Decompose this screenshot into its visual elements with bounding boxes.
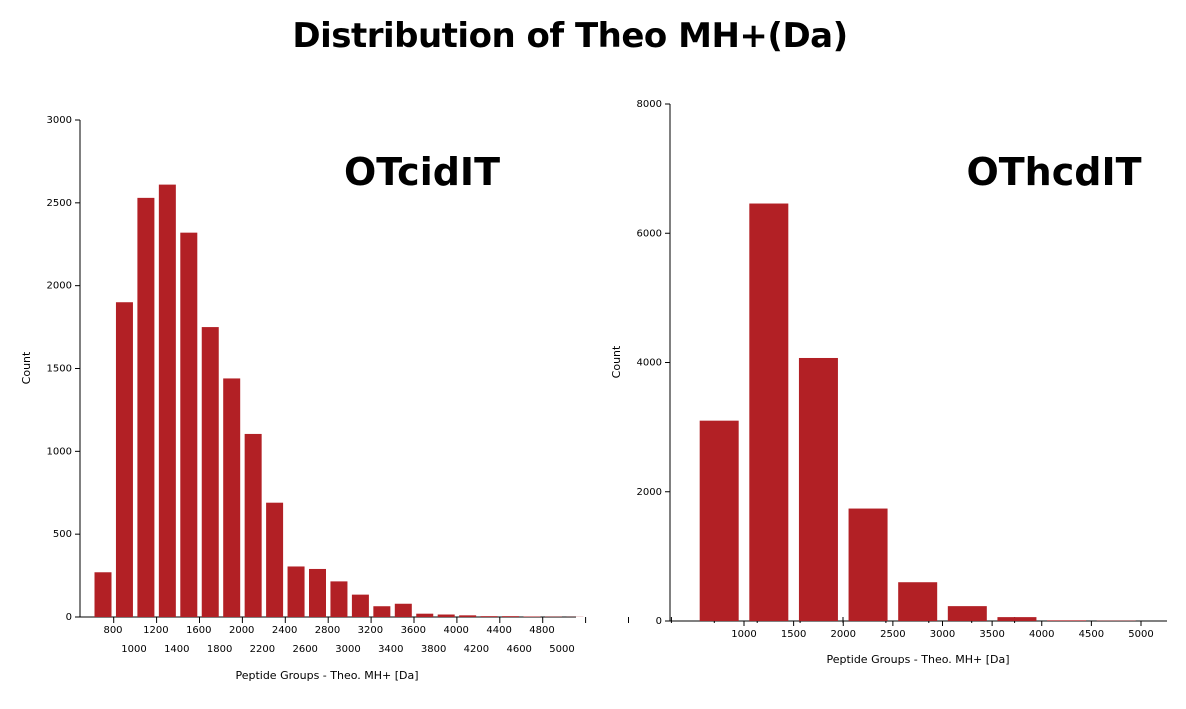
left-x-tick-label-lower: 5000: [549, 644, 574, 655]
right-y-tick-label: 8000: [637, 99, 662, 110]
left-bar: [223, 378, 241, 617]
left-x-tick-label-upper: 3600: [401, 625, 426, 636]
left-bar: [459, 615, 477, 617]
left-bar: [158, 184, 176, 618]
right-y-tick-label: 4000: [637, 358, 662, 369]
right-bar: [947, 606, 987, 621]
left-x-axis-title: Peptide Groups - Theo. MH+ [Da]: [235, 669, 418, 682]
right-x-tick-label: 3000: [930, 629, 955, 640]
right-x-tick-label: 1500: [781, 629, 806, 640]
left-x-tick-label-lower: 4200: [464, 644, 489, 655]
left-bar: [94, 572, 112, 617]
left-x-tick-label-upper: 4000: [443, 625, 468, 636]
left-x-tick-label-lower: 1000: [121, 644, 146, 655]
left-x-tick-label-upper: 4800: [529, 625, 554, 636]
left-bar: [180, 232, 198, 618]
left-bar: [266, 502, 284, 617]
left-x-tick-label-lower: 4600: [506, 644, 531, 655]
left-x-tick-label-upper: 4400: [486, 625, 511, 636]
left-panel-label: OTcidIT: [344, 150, 500, 194]
right-bar: [749, 203, 789, 621]
left-y-tick-label: 3000: [47, 115, 72, 126]
left-bar: [437, 614, 455, 617]
left-bar: [416, 613, 434, 617]
chart-title: Distribution of Theo MH+(Da): [292, 16, 848, 56]
right-x-axis-title: Peptide Groups - Theo. MH+ [Da]: [826, 653, 1009, 666]
left-x-tick-label-upper: 1200: [143, 625, 168, 636]
left-bar: [351, 594, 369, 617]
left-x-tick-label-lower: 3400: [378, 644, 403, 655]
left-x-tick-label-upper: 2400: [272, 625, 297, 636]
right-histogram: 0 2000 4000 6000 8000 1000 1500 2000 2500 3000 35…: [610, 99, 1167, 666]
left-x-tick-label-lower: 1400: [164, 644, 189, 655]
right-bar: [997, 617, 1037, 621]
right-x-tick-label: 1000: [731, 629, 756, 640]
left-y-tick-label: 1500: [47, 364, 72, 375]
left-x-tick-label-upper: 2000: [229, 625, 254, 636]
left-y-tick-label: 2500: [47, 198, 72, 209]
right-bar: [898, 582, 938, 621]
left-x-tick-label-upper: 2800: [315, 625, 340, 636]
left-x-tick-label-upper: 1600: [186, 625, 211, 636]
right-y-tick-label: 6000: [637, 228, 662, 239]
left-bar: [330, 581, 348, 617]
left-y-tick-label: 1000: [47, 446, 72, 457]
right-x-tick-label: 2000: [831, 629, 856, 640]
right-bar: [848, 508, 888, 621]
left-x-tick-label-lower: 2200: [250, 644, 275, 655]
left-x-tick-label-lower: 2600: [292, 644, 317, 655]
right-bar: [1047, 620, 1087, 621]
left-bar: [287, 566, 305, 617]
right-x-tick-label: 2500: [880, 629, 905, 640]
left-histogram: 0 500 1000 1500 2000 2500 3000 800 1200 1600 2000…: [20, 115, 1016, 682]
left-x-tick-label-upper: 800: [103, 625, 122, 636]
right-y-tick-label: 0: [656, 616, 662, 627]
right-x-tick-label: 3500: [979, 629, 1004, 640]
right-panel-label: OThcdIT: [966, 150, 1141, 194]
right-x-tick-label: 4000: [1029, 629, 1054, 640]
left-x-tick-label-lower: 1800: [207, 644, 232, 655]
left-x-tick-label-upper: 3200: [358, 625, 383, 636]
left-y-tick-label: 2000: [47, 281, 72, 292]
left-bar: [137, 197, 155, 617]
right-bar: [798, 357, 838, 621]
right-y-tick-label: 2000: [637, 487, 662, 498]
left-bar: [309, 568, 326, 617]
left-bar: [480, 616, 498, 617]
left-bar: [394, 603, 412, 617]
right-y-axis-title: Count: [610, 345, 623, 378]
left-x-tick-label-lower: 3000: [335, 644, 360, 655]
right-x-tick-label: 4500: [1079, 629, 1104, 640]
right-bar: [699, 420, 739, 621]
left-x-tick-label-lower: 3800: [421, 644, 446, 655]
left-bar: [502, 616, 520, 617]
left-y-axis-title: Count: [20, 351, 33, 384]
left-y-tick-label: 0: [66, 612, 72, 623]
left-bar: [244, 433, 262, 617]
left-bar: [201, 327, 219, 617]
left-y-tick-label: 500: [53, 529, 72, 540]
left-bar: [115, 302, 133, 617]
left-bar: [373, 606, 391, 617]
right-x-tick-label: 5000: [1128, 629, 1153, 640]
